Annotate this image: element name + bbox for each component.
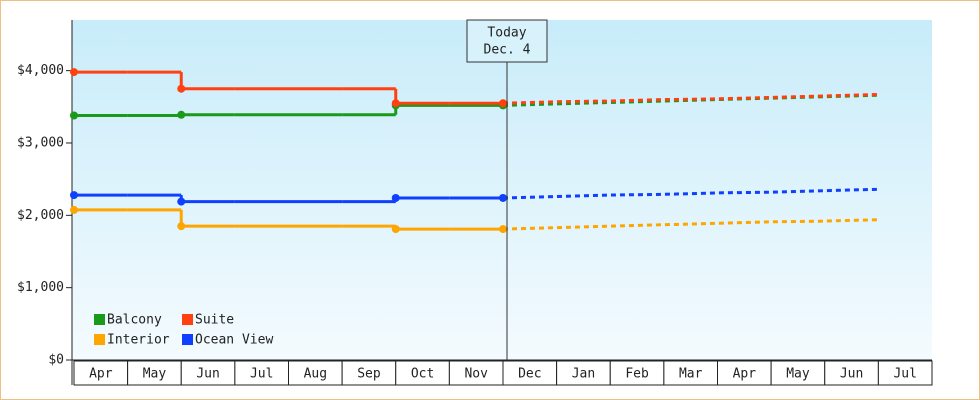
x-cell — [180, 360, 236, 386]
point — [177, 110, 186, 119]
x-tick-label: May — [786, 367, 810, 382]
point — [499, 99, 507, 108]
x-tick-label: Mar — [679, 367, 703, 382]
x-cell — [556, 360, 611, 386]
x-tick-label: Apr — [733, 367, 757, 382]
y-tick-label: $1,000 — [17, 280, 64, 295]
today-date: Dec. 4 — [484, 43, 531, 58]
x-tick-label: Aug — [304, 367, 327, 382]
x-cell — [73, 360, 129, 386]
point — [70, 111, 78, 120]
x-cell — [824, 360, 879, 386]
today-label: Today — [487, 26, 526, 41]
plot-area — [72, 20, 932, 360]
point — [499, 193, 507, 202]
x-tick-label: Feb — [625, 367, 649, 382]
point — [70, 191, 78, 200]
y-tick-label: $2,000 — [17, 208, 64, 223]
point — [499, 225, 507, 234]
x-cell — [770, 360, 826, 386]
legend-swatch — [182, 334, 193, 345]
legend-label: Suite — [195, 313, 234, 328]
legend-label: Ocean View — [195, 333, 273, 348]
x-tick-label: Jun — [196, 367, 219, 382]
x-cell — [127, 360, 182, 386]
x-tick-label: Jun — [840, 367, 863, 382]
point — [70, 68, 78, 77]
point — [391, 225, 400, 234]
point — [391, 193, 400, 202]
y-tick-label: $4,000 — [17, 63, 64, 78]
point — [177, 197, 186, 206]
x-tick-label: Nov — [464, 367, 488, 382]
x-tick-label: Jul — [250, 367, 273, 382]
x-tick-label: Sep — [357, 367, 381, 382]
x-cell — [502, 360, 558, 386]
x-cell — [663, 360, 718, 386]
point — [70, 205, 78, 214]
today-box — [466, 19, 548, 63]
x-tick-label: Dec — [518, 367, 541, 382]
x-cell — [341, 360, 397, 386]
legend-label: Balcony — [107, 313, 162, 328]
x-cell — [877, 360, 933, 386]
x-cell — [395, 360, 450, 386]
point — [391, 99, 400, 108]
x-cell — [448, 360, 504, 386]
x-cell — [234, 360, 289, 386]
x-cell — [288, 360, 343, 386]
y-tick-label: $3,000 — [17, 135, 64, 150]
x-tick-label: Jan — [572, 367, 595, 382]
legend-swatch — [94, 334, 105, 345]
x-tick-label: Oct — [411, 367, 434, 382]
legend-swatch — [94, 314, 105, 325]
x-tick-label: May — [143, 367, 167, 382]
y-tick-label: $0 — [48, 353, 64, 368]
legend-label: Interior — [107, 333, 170, 348]
x-tick-label: Jul — [893, 367, 916, 382]
legend-swatch — [182, 314, 193, 325]
point — [177, 222, 186, 231]
point — [177, 84, 186, 93]
x-tick-label: Apr — [89, 367, 113, 382]
x-cell — [717, 360, 772, 386]
